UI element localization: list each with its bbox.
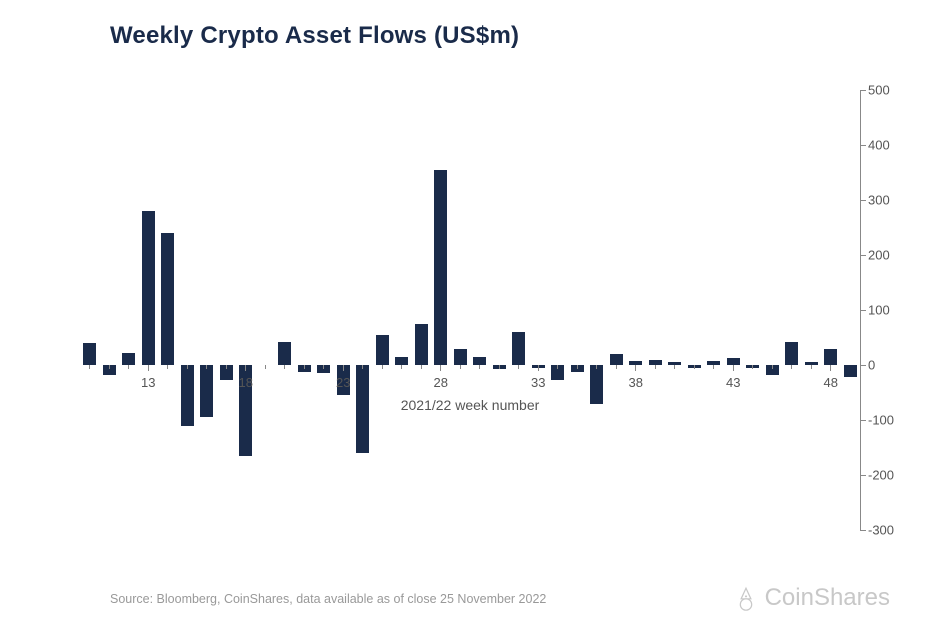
bar [434, 170, 447, 365]
y-tick-label: 0 [868, 358, 908, 373]
x-tick-minor [557, 365, 558, 369]
x-tick-label: 23 [336, 375, 350, 390]
x-tick-major [440, 365, 441, 371]
x-tick-minor [128, 365, 129, 369]
x-tick-minor [655, 365, 656, 369]
bar [122, 353, 135, 365]
coinshares-logo-icon [733, 585, 759, 611]
bar [785, 342, 798, 365]
y-tick [860, 475, 866, 476]
bar-group [80, 90, 860, 530]
x-tick-major [830, 365, 831, 371]
bar [473, 357, 486, 365]
x-tick-label: 13 [141, 375, 155, 390]
x-tick-minor [596, 365, 597, 369]
bar [610, 354, 623, 365]
x-tick-minor [323, 365, 324, 369]
chart-plot-area: -300-200-1000100200300400500 13182328333… [80, 90, 860, 530]
y-tick [860, 530, 866, 531]
x-tick-label: 43 [726, 375, 740, 390]
bar [512, 332, 525, 365]
bar [161, 233, 174, 365]
x-tick-major [733, 365, 734, 371]
y-tick-label: -200 [868, 468, 908, 483]
x-tick-minor [109, 365, 110, 369]
x-tick-major [635, 365, 636, 371]
y-tick [860, 145, 866, 146]
x-tick-major [245, 365, 246, 371]
x-tick-minor [479, 365, 480, 369]
logo-text: CoinShares [765, 584, 890, 612]
x-tick-minor [362, 365, 363, 369]
x-tick-minor [284, 365, 285, 369]
chart-title: Weekly Crypto Asset Flows (US$m) [110, 22, 519, 50]
x-tick-minor [304, 365, 305, 369]
y-tick-label: 300 [868, 193, 908, 208]
coinshares-logo: CoinShares [733, 584, 890, 612]
x-tick-minor [518, 365, 519, 369]
x-tick-label: 48 [824, 375, 838, 390]
y-tick [860, 365, 866, 366]
x-tick-minor [167, 365, 168, 369]
bar [142, 211, 155, 365]
x-tick-major [343, 365, 344, 371]
y-tick-label: 400 [868, 138, 908, 153]
y-tick-label: 500 [868, 83, 908, 98]
x-tick-label: 28 [434, 375, 448, 390]
x-tick-minor [226, 365, 227, 369]
y-tick-label: -300 [868, 523, 908, 538]
y-tick [860, 255, 866, 256]
bar [844, 365, 857, 377]
x-axis-title: 2021/22 week number [401, 397, 540, 413]
bar [376, 335, 389, 365]
chart-container: Weekly Crypto Asset Flows (US$m) -300 -20… [0, 0, 930, 634]
x-tick-minor [265, 365, 266, 369]
y-tick-label: 100 [868, 303, 908, 318]
x-tick-major [148, 365, 149, 371]
x-tick-label: 38 [629, 375, 643, 390]
x-tick-minor [460, 365, 461, 369]
x-tick-minor [772, 365, 773, 369]
source-text: Source: Bloomberg, CoinShares, data avai… [110, 592, 546, 606]
x-tick-minor [791, 365, 792, 369]
x-tick-label: 18 [239, 375, 253, 390]
bar [83, 343, 96, 365]
x-tick-minor [713, 365, 714, 369]
x-tick-minor [752, 365, 753, 369]
x-tick-minor [382, 365, 383, 369]
y-tick [860, 310, 866, 311]
bar [200, 365, 213, 417]
bar [356, 365, 369, 453]
y-tick [860, 90, 866, 91]
bar [181, 365, 194, 426]
bar [278, 342, 291, 365]
bar [395, 357, 408, 365]
bar [415, 324, 428, 365]
y-tick-label: 200 [868, 248, 908, 263]
bar [727, 358, 740, 365]
x-tick-minor [674, 365, 675, 369]
x-tick-label: 33 [531, 375, 545, 390]
x-tick-minor [89, 365, 90, 369]
bar [824, 349, 837, 366]
bar [590, 365, 603, 404]
x-tick-minor [421, 365, 422, 369]
x-tick-minor [616, 365, 617, 369]
x-tick-minor [811, 365, 812, 369]
x-tick-major [538, 365, 539, 371]
bar [454, 349, 467, 366]
y-tick [860, 200, 866, 201]
x-tick-minor [499, 365, 500, 369]
x-tick-minor [206, 365, 207, 369]
x-tick-minor [401, 365, 402, 369]
y-tick [860, 420, 866, 421]
y-tick-label: -100 [868, 413, 908, 428]
x-tick-minor [694, 365, 695, 369]
x-tick-minor [187, 365, 188, 369]
x-tick-minor [577, 365, 578, 369]
